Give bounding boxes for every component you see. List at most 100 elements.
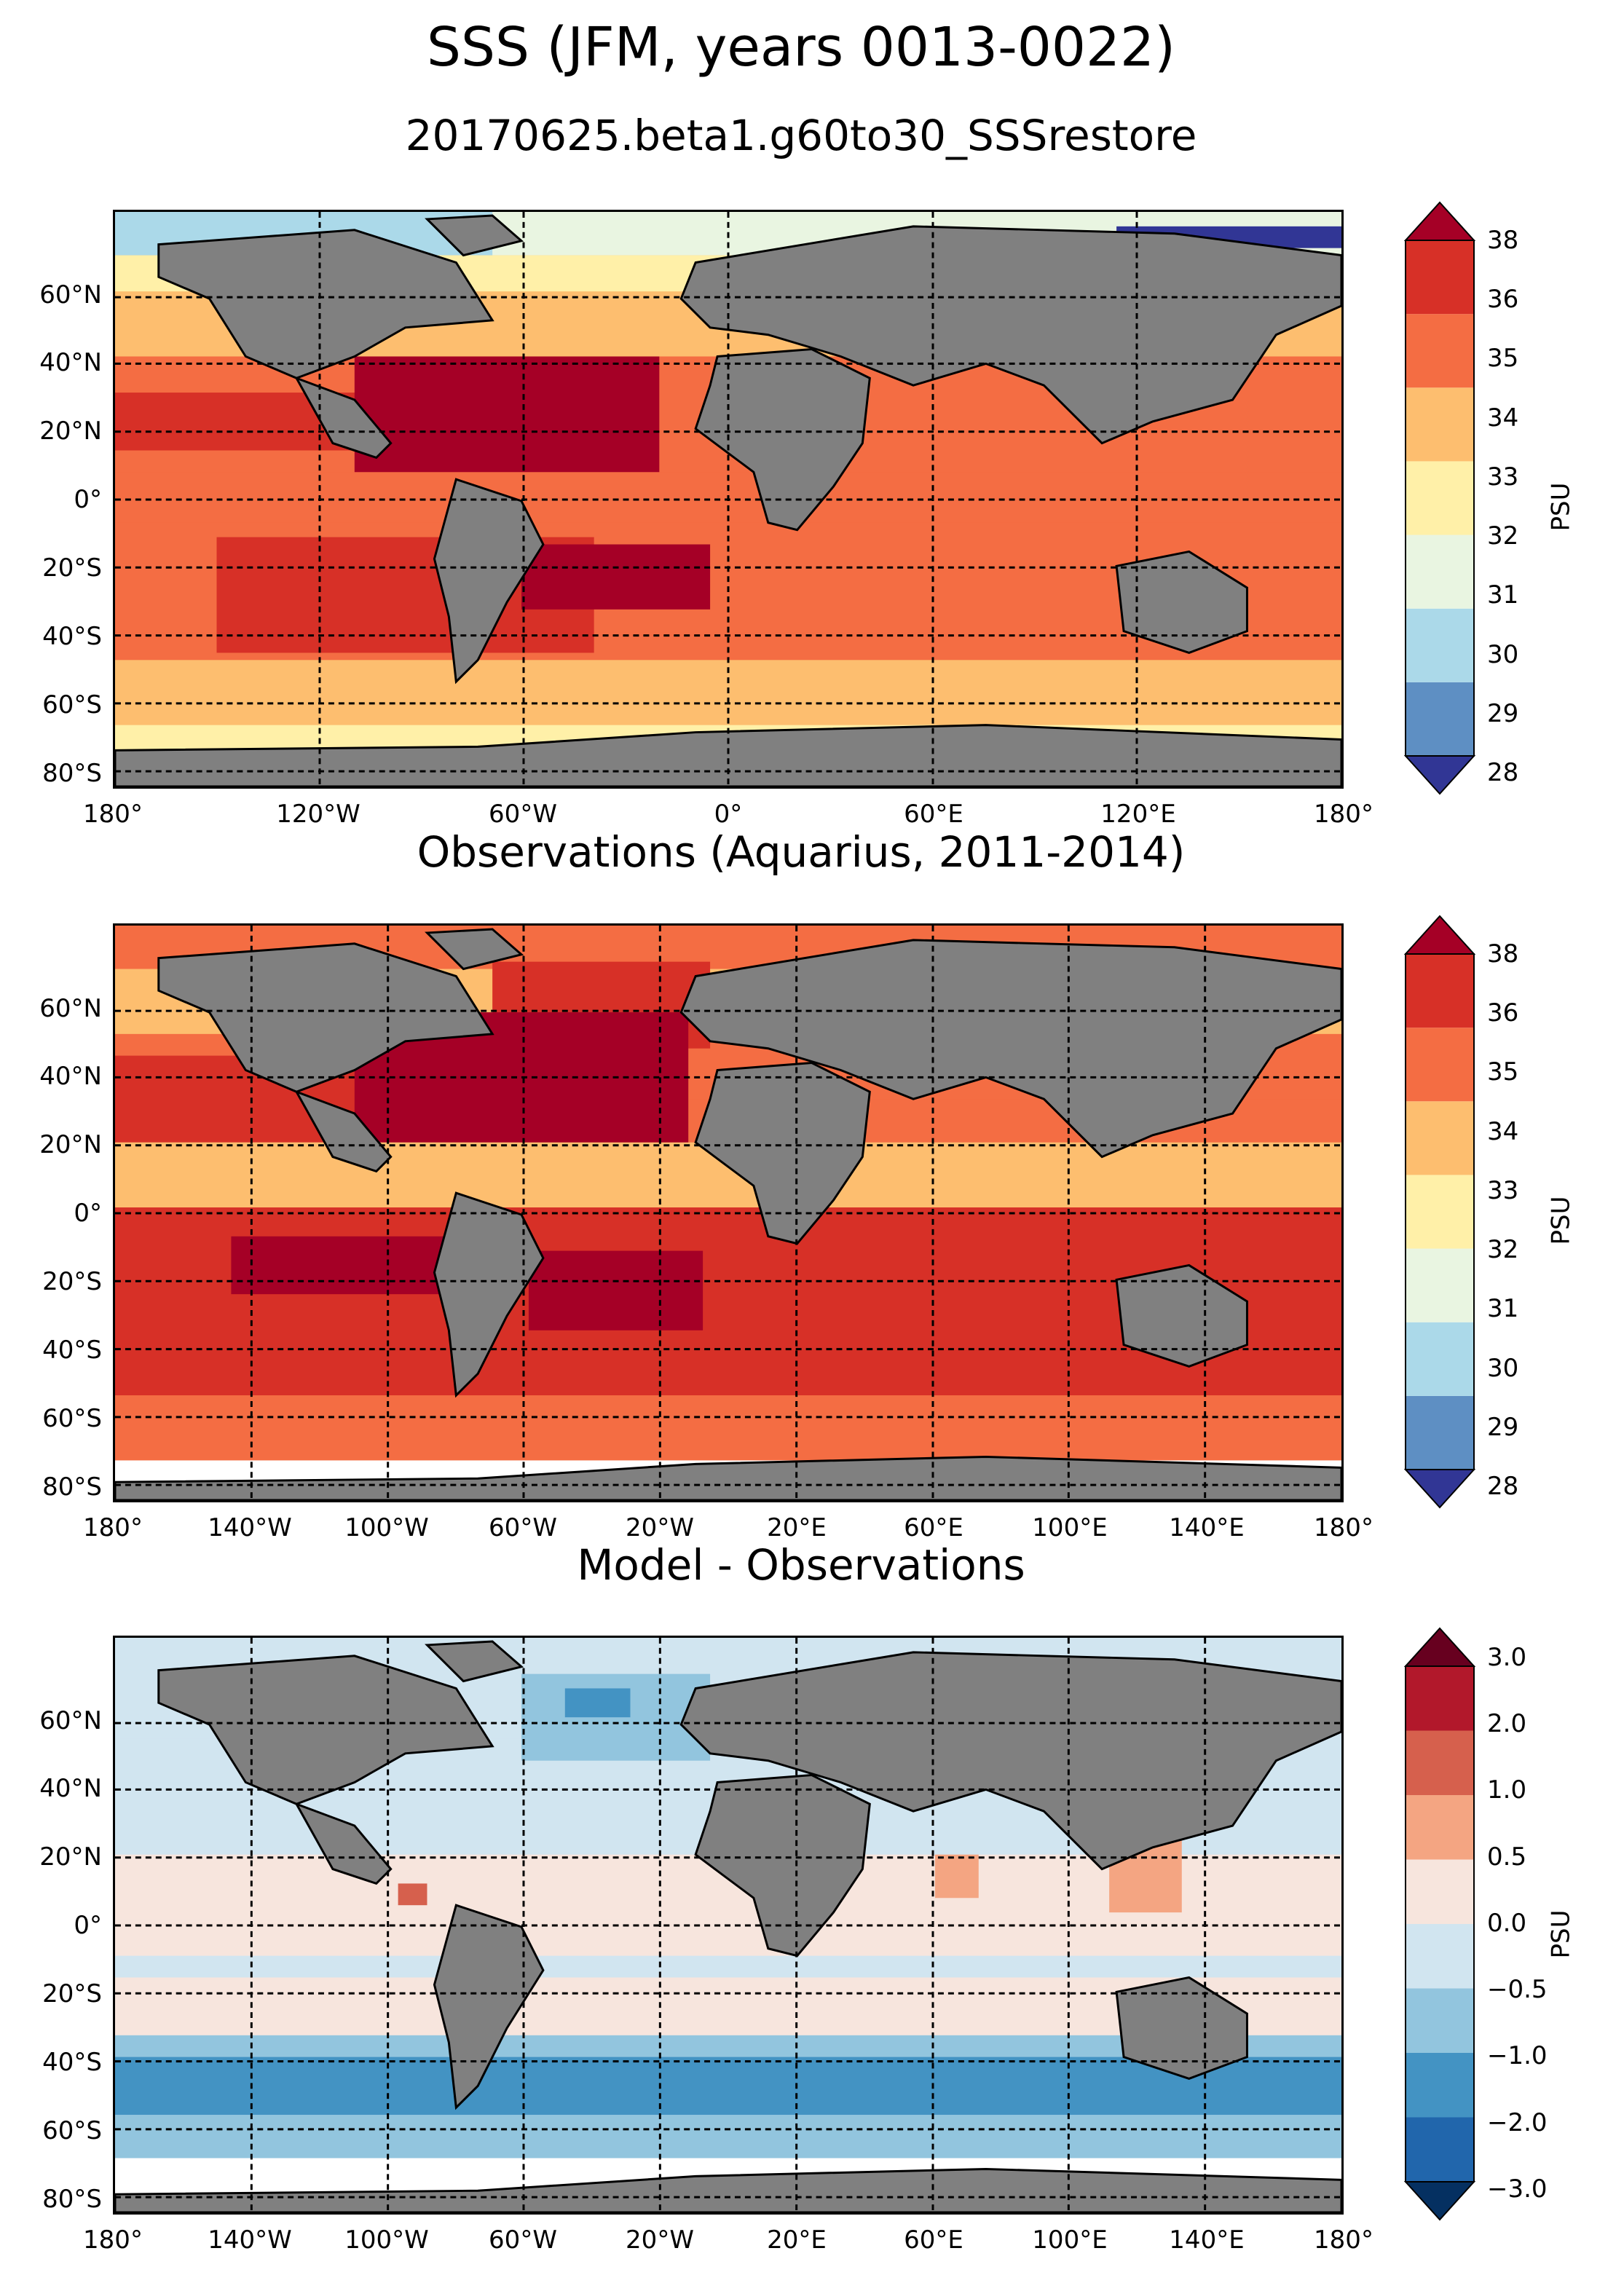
colorbar-1-frame <box>1405 240 1475 757</box>
colorbar-3-tick: −2.0 <box>1487 2108 1548 2137</box>
colorbar-1-band <box>1406 682 1474 756</box>
colorbar-3-frame <box>1405 1665 1475 2183</box>
panel-3-xlabel: 60°W <box>489 2225 557 2255</box>
colorbar-2-band <box>1406 1175 1474 1249</box>
panel-2-xlabel: 60°E <box>904 1513 963 1542</box>
panel-2-map <box>113 923 1344 1502</box>
panel-2-ylabel: 60°S <box>42 1404 102 1433</box>
colorbar-3-band <box>1406 2053 1474 2118</box>
colorbar-2-tick: 33 <box>1487 1176 1519 1205</box>
colorbar-1-tick: 29 <box>1487 699 1519 728</box>
panel-1-xlabel: 180° <box>83 800 143 829</box>
panel-3-ylabel: 0° <box>74 1911 102 1940</box>
colorbar-1-max-extension <box>1403 201 1476 241</box>
colorbar-1-band <box>1406 387 1474 462</box>
colorbar-2-band <box>1406 1101 1474 1175</box>
panel-3-ylabel: 20°S <box>42 1979 102 2008</box>
colorbar-2-tick: 29 <box>1487 1413 1519 1442</box>
panel-1-map <box>113 210 1344 789</box>
colorbar-3-tick: −0.5 <box>1487 1975 1548 2004</box>
colorbar-2-band <box>1406 954 1474 1028</box>
colorbar-3-tick: 2.0 <box>1487 1709 1527 1738</box>
panel-2-ylabel: 20°N <box>39 1130 102 1159</box>
colorbar-2-tick: 31 <box>1487 1294 1519 1323</box>
panel-1-ylabel: 0° <box>74 485 102 514</box>
panel-3-ylabel: 80°S <box>42 2185 102 2214</box>
colorbar-2-tick: 35 <box>1487 1057 1519 1087</box>
panel-3-xlabel: 100°W <box>344 2225 429 2255</box>
colorbar-1-label: PSU <box>1546 482 1576 532</box>
colorbar-3-band <box>1406 1666 1474 1731</box>
colorbar-1-tick: 32 <box>1487 521 1519 551</box>
panel-1-ylabel: 20°S <box>42 553 102 583</box>
panel-2-xlabel: 140°W <box>208 1513 292 1542</box>
colorbar-2-min-extension <box>1403 1469 1476 1509</box>
panel-3-map <box>113 1636 1344 2215</box>
panel-2-ylabel: 20°S <box>42 1267 102 1296</box>
colorbar-2-frame <box>1405 953 1475 1470</box>
colorbar-1-tick: 36 <box>1487 285 1519 314</box>
panel-1-xlabel: 120°W <box>276 800 360 829</box>
panel-3-ylabel: 40°S <box>42 2048 102 2077</box>
panel-2-xlabel: 100°E <box>1032 1513 1108 1542</box>
panel-1-xlabel: 60°E <box>904 800 963 829</box>
panel-1-ylabel: 20°N <box>39 417 102 446</box>
colorbar-3-tick: 3.0 <box>1487 1643 1527 1672</box>
panel-2-xlabel: 20°W <box>626 1513 694 1542</box>
panel-2-xlabel: 60°W <box>489 1513 557 1542</box>
colorbar-1-tick: 33 <box>1487 462 1519 492</box>
panel-2-xlabel: 180° <box>1314 1513 1373 1542</box>
panel-1-ylabel: 40°N <box>39 348 102 377</box>
colorbar-2 <box>1403 915 1476 1509</box>
panel-2-xlabel: 140°E <box>1169 1513 1245 1542</box>
colorbar-2-tick: 28 <box>1487 1472 1519 1501</box>
panel-1-ylabel: 60°N <box>39 280 102 309</box>
panel-2-xlabel: 180° <box>83 1513 143 1542</box>
panel-1-xlabel: 60°W <box>489 800 557 829</box>
panel-3-ylabel: 60°S <box>42 2116 102 2145</box>
colorbar-1-band <box>1406 608 1474 682</box>
panel-1-xlabel: 0° <box>714 800 743 829</box>
panel-3-title: Model - Observations <box>577 1540 1025 1590</box>
colorbar-1-band <box>1406 535 1474 609</box>
colorbar-3-tick: 1.0 <box>1487 1775 1527 1805</box>
colorbar-3-band <box>1406 1730 1474 1795</box>
panel-3-xlabel: 140°E <box>1169 2225 1245 2255</box>
panel-3-xlabel: 20°W <box>626 2225 694 2255</box>
colorbar-2-band <box>1406 1028 1474 1102</box>
colorbar-3-tick: 0.0 <box>1487 1909 1527 1938</box>
panel-3-xlabel: 20°E <box>767 2225 827 2255</box>
colorbar-2-label: PSU <box>1546 1196 1576 1245</box>
panel-2-title: Observations (Aquarius, 2011-2014) <box>417 827 1186 877</box>
panel-3-ylabel: 20°N <box>39 1842 102 1872</box>
figure-title: SSS (JFM, years 0013-0022) <box>427 16 1175 79</box>
colorbar-2-band <box>1406 1395 1474 1470</box>
colorbar-3-tick: −3.0 <box>1487 2174 1548 2204</box>
colorbar-3-tick: 0.5 <box>1487 1842 1527 1872</box>
figure-subtitle: 20170625.beta1.g60to30_SSSrestore <box>405 111 1197 160</box>
colorbar-3-band <box>1406 1924 1474 1989</box>
colorbar-3-band <box>1406 1859 1474 1924</box>
colorbar-3-band <box>1406 1795 1474 1860</box>
colorbar-1 <box>1403 201 1476 795</box>
colorbar-2-tick: 32 <box>1487 1235 1519 1264</box>
colorbar-3 <box>1403 1627 1476 2221</box>
panel-3-xlabel: 100°E <box>1032 2225 1108 2255</box>
colorbar-3-min-extension <box>1403 2181 1476 2221</box>
colorbar-1-tick: 35 <box>1487 344 1519 373</box>
colorbar-2-tick: 34 <box>1487 1117 1519 1146</box>
panel-3-xlabel: 140°W <box>208 2225 292 2255</box>
colorbar-1-tick: 38 <box>1487 226 1519 255</box>
panel-3-xlabel: 60°E <box>904 2225 963 2255</box>
panel-2-ylabel: 40°N <box>39 1062 102 1091</box>
colorbar-1-tick: 28 <box>1487 758 1519 787</box>
colorbar-3-band <box>1406 2117 1474 2182</box>
colorbar-1-band <box>1406 461 1474 535</box>
colorbar-3-tick: −1.0 <box>1487 2041 1548 2070</box>
colorbar-2-tick: 30 <box>1487 1354 1519 1383</box>
colorbar-2-band <box>1406 1322 1474 1396</box>
colorbar-3-band <box>1406 1988 1474 2053</box>
panel-2-ylabel: 40°S <box>42 1336 102 1365</box>
panel-3-ylabel: 40°N <box>39 1774 102 1803</box>
colorbar-2-tick: 36 <box>1487 998 1519 1028</box>
